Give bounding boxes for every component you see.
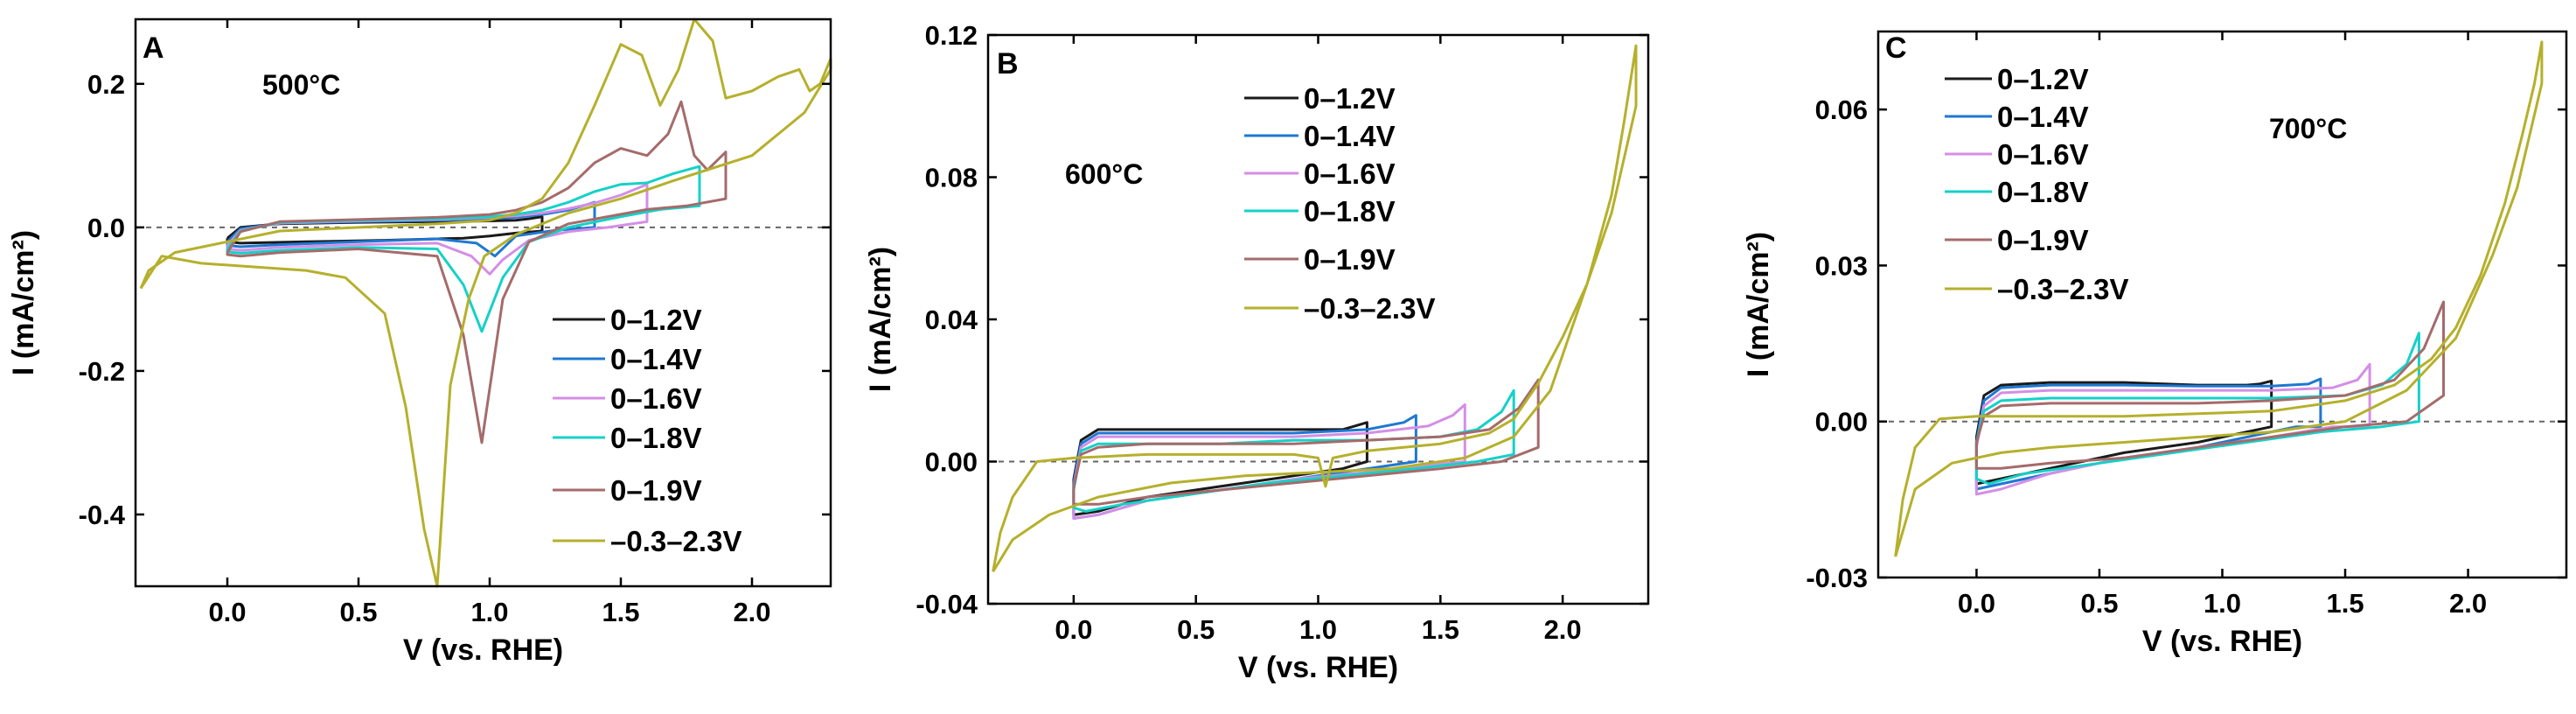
- panel-a-ytick-label: 0.0: [87, 213, 125, 243]
- panel-b-legend-label: 0–1.8V: [1304, 195, 1396, 228]
- panel-a-frame: [134, 18, 832, 588]
- panel-c-xtick-label: 0.0: [1958, 588, 1995, 619]
- panel-a-ytick-label: -0.4: [79, 500, 126, 530]
- panel-a-series-2: [226, 183, 649, 276]
- panel-b-ytick-label: 0.04: [925, 304, 978, 335]
- panel-b-legend-label: 0–1.2V: [1304, 82, 1396, 115]
- panel-c-legend-label: 0–1.6V: [1997, 138, 2089, 171]
- panel-a-ytick-label: -0.2: [79, 356, 125, 387]
- panel-c-ylabel: I (mA/cm²): [1742, 232, 1775, 377]
- panel-c-xtick-label: 0.5: [2080, 588, 2118, 619]
- panel-c-series-4: [1974, 300, 2445, 470]
- panel-b-xtick-label: 1.5: [1422, 614, 1459, 645]
- panel-b-xtick-label: 0.0: [1055, 614, 1092, 645]
- panel-c-xtick-label: 2.0: [2449, 588, 2487, 619]
- panel-a-series-5: [139, 18, 832, 588]
- panel-b-legend-label: 0–1.9V: [1304, 243, 1396, 276]
- panel-a-xtick-label: 0.5: [339, 597, 377, 627]
- panel-c-legend-label: 0–1.8V: [1997, 176, 2089, 208]
- panel-b-ytick-label: 0.00: [925, 447, 978, 478]
- panel-b-ylabel: I (mA/cm²): [864, 247, 897, 392]
- panel-c-title: 700°C: [2269, 113, 2347, 144]
- panel-c-ytick-label: 0.00: [1815, 407, 1868, 438]
- panel-c-legend-label: 0–1.2V: [1997, 63, 2089, 95]
- panel-c-letter: C: [1885, 32, 1907, 65]
- panel-b-legend-label: 0–1.6V: [1304, 158, 1396, 190]
- panel-b-xtick-label: 0.5: [1177, 614, 1215, 645]
- panel-b-xtick-label: 2.0: [1544, 614, 1582, 645]
- panel-a-xtick-label: 0.0: [208, 597, 246, 627]
- panel-b-xlabel: V (vs. RHE): [1238, 651, 1398, 684]
- panel-a-xtick-label: 1.0: [470, 597, 508, 627]
- panel-c-ytick-label: 0.06: [1815, 94, 1868, 125]
- panel-c-series-5: [1894, 40, 2544, 557]
- panel-c-xlabel: V (vs. RHE): [2142, 625, 2302, 658]
- panel-a-xtick-label: 2.0: [733, 597, 770, 627]
- panel-b-legend-label: –0.3–2.3V: [1304, 292, 1435, 325]
- panel-a-xtick-label: 1.5: [602, 597, 639, 627]
- panel-b-series-5: [992, 44, 1638, 573]
- panel-a-letter: A: [143, 32, 164, 65]
- panel-a-series-4: [226, 100, 728, 444]
- panel-c-xtick-label: 1.5: [2326, 588, 2364, 619]
- panel-a-legend-label: 0–1.6V: [610, 382, 702, 415]
- panel-c-ytick-label: 0.03: [1815, 250, 1868, 281]
- panel-b-series-3: [1072, 388, 1515, 513]
- panel-c-xtick-label: 1.0: [2204, 588, 2241, 619]
- panel-b-ytick-label: -0.04: [916, 589, 978, 620]
- panel-b-title: 600°C: [1065, 158, 1143, 190]
- panel-a-legend-label: 0–1.8V: [610, 422, 702, 454]
- panel-c-series-3: [1974, 332, 2420, 486]
- panel-a-legend-label: 0–1.2V: [610, 304, 702, 336]
- panel-b-xtick-label: 1.0: [1299, 614, 1337, 645]
- panel-c-ytick-label: -0.03: [1806, 563, 1868, 593]
- panel-a-title: 500°C: [262, 69, 340, 101]
- panel-c-legend-label: 0–1.9V: [1997, 224, 2089, 256]
- panel-a-legend-label: 0–1.9V: [610, 474, 702, 507]
- panel-b-ytick-label: 0.08: [925, 163, 978, 193]
- panel-c-legend-label: –0.3–2.3V: [1997, 273, 2128, 305]
- panel-a-ytick-label: 0.2: [87, 69, 125, 100]
- panel-a-ylabel: I (mA/cm²): [7, 230, 40, 375]
- panel-a-series-3: [226, 164, 701, 333]
- panel-c-series-2: [1974, 362, 2371, 496]
- panel-a-legend-label: 0–1.4V: [610, 343, 702, 375]
- panel-c-series-0: [1974, 379, 2273, 486]
- panel-b-ytick-label: 0.12: [925, 20, 978, 51]
- panel-c-frame: [1876, 30, 2568, 579]
- panel-c-legend-label: 0–1.4V: [1997, 101, 2089, 133]
- panel-a-legend-label: –0.3–2.3V: [610, 525, 741, 557]
- panel-b-series-4: [1072, 378, 1540, 506]
- panel-b-legend-label: 0–1.4V: [1304, 120, 1396, 152]
- panel-a-xlabel: V (vs. RHE): [403, 634, 563, 667]
- panel-b-letter: B: [997, 47, 1019, 80]
